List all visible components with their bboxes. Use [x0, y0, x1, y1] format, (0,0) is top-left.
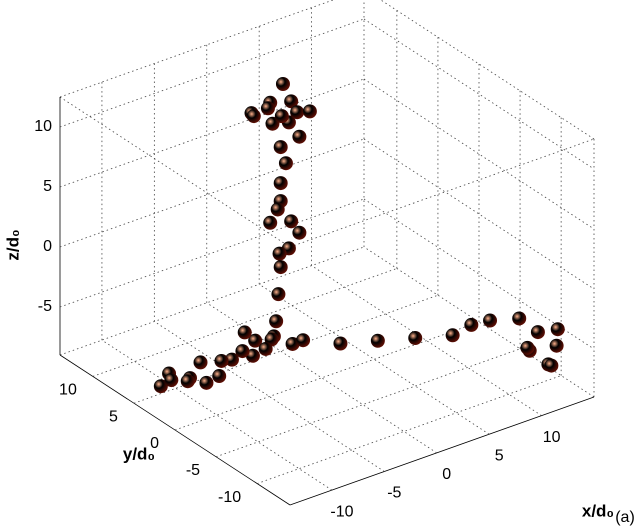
point: [180, 374, 195, 389]
x-tick-label: 5: [495, 447, 504, 464]
box-edge: [59, 0, 335, 98]
point: [235, 344, 250, 359]
box-edge: [59, 96, 291, 248]
point: [260, 101, 275, 116]
point: [520, 340, 535, 355]
point: [275, 76, 290, 91]
grid-line: [257, 375, 562, 484]
grid-line: [59, 18, 365, 128]
point: [193, 355, 208, 370]
grid-line: [363, 138, 595, 290]
point: [408, 331, 423, 346]
point: [265, 116, 280, 131]
point: [550, 322, 565, 337]
grid-line: [59, 78, 365, 188]
point: [212, 369, 227, 384]
point: [263, 215, 278, 230]
point: [214, 353, 229, 368]
point: [199, 375, 214, 390]
point: [292, 225, 307, 240]
z-tick-label: 0: [43, 238, 52, 255]
y-tick-label: 10: [59, 382, 77, 399]
point: [274, 109, 289, 124]
y-tick-label: 5: [109, 408, 118, 425]
point: [290, 105, 305, 120]
point: [464, 317, 479, 332]
point: [245, 348, 260, 363]
y-tick-label: 0: [150, 435, 159, 452]
point: [530, 325, 545, 340]
y-tick-label: -10: [218, 489, 241, 506]
point: [284, 94, 299, 109]
point: [296, 333, 311, 348]
box-edge: [289, 138, 595, 248]
point: [246, 109, 261, 124]
point: [270, 202, 285, 217]
y-tick-label: -5: [186, 462, 200, 479]
grid-line: [59, 138, 365, 248]
point: [333, 336, 348, 351]
point: [258, 341, 273, 356]
grid-line: [311, 265, 542, 416]
point: [224, 352, 239, 367]
grid-line: [258, 283, 490, 435]
point: [370, 333, 385, 348]
grid-line: [206, 302, 437, 454]
panel-label: (a): [615, 509, 635, 526]
grid-line: [363, 18, 595, 170]
point: [549, 338, 564, 353]
grid-line: [92, 268, 397, 377]
x-tick-label: -10: [330, 503, 353, 520]
point: [273, 176, 288, 191]
point: [544, 358, 559, 373]
grid-line: [215, 348, 521, 458]
grid-line: [363, 198, 595, 350]
point: [273, 140, 288, 155]
point: [273, 260, 288, 275]
z-tick-label: -5: [38, 298, 52, 315]
point: [269, 314, 284, 329]
x-tick-label: -5: [387, 485, 401, 502]
z-tick-label: 5: [43, 178, 52, 195]
point: [248, 333, 263, 348]
grid-line: [59, 198, 365, 308]
point: [237, 325, 252, 340]
box-edge: [59, 246, 365, 356]
grid-line: [154, 321, 385, 472]
x-tick-label: 10: [543, 429, 561, 446]
point: [278, 156, 293, 171]
box-edge: [363, 246, 595, 398]
z-tick-label: 10: [34, 118, 52, 135]
point: [292, 129, 307, 144]
point: [271, 287, 286, 302]
point: [153, 379, 168, 394]
point: [302, 104, 317, 119]
point: [512, 311, 527, 326]
point: [164, 373, 179, 388]
box-edge: [380, 0, 595, 140]
z-axis-label: z/d₀: [3, 229, 22, 260]
grid-line: [363, 78, 595, 230]
point: [284, 214, 299, 229]
point: [272, 246, 287, 261]
x-tick-label: 0: [442, 466, 451, 483]
x-axis: [289, 396, 595, 506]
point: [445, 328, 460, 343]
grid-line: [133, 294, 439, 404]
y-axis-label: y/d₀: [123, 444, 155, 463]
grid-line: [101, 339, 333, 491]
x-axis-label: x/d₀: [582, 501, 614, 520]
point: [483, 313, 498, 328]
